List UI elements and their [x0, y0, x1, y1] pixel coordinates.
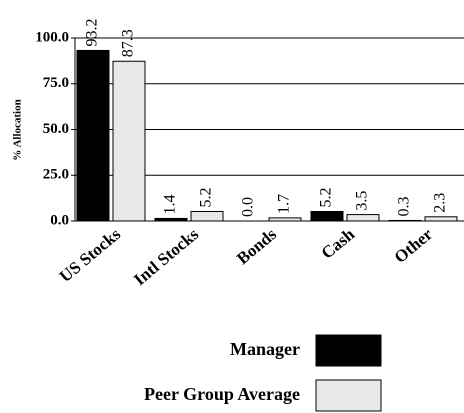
- value-label: 87.3: [120, 29, 137, 57]
- value-label: 5.2: [198, 187, 215, 207]
- legend-label: Peer Group Average: [144, 384, 300, 404]
- value-label: 93.2: [84, 18, 101, 46]
- value-label: 1.4: [162, 194, 179, 214]
- legend-swatch: [315, 334, 382, 367]
- x-tick-label: Intl Stocks: [130, 224, 202, 289]
- bar: [310, 210, 344, 222]
- y-tick-label: 0.0: [50, 212, 69, 228]
- y-tick-label: 25.0: [43, 167, 69, 183]
- value-label: 1.7: [276, 194, 293, 214]
- legend-swatch: [315, 379, 382, 412]
- value-label: 5.2: [318, 187, 335, 207]
- value-label: 0.3: [396, 196, 413, 216]
- bar: [346, 214, 380, 222]
- bar: [76, 49, 110, 222]
- bar: [424, 216, 458, 222]
- x-tick-label: Other: [391, 224, 437, 267]
- y-axis-label: % Allocation: [12, 99, 24, 160]
- x-tick-label: US Stocks: [56, 224, 125, 286]
- y-tick-label: 100.0: [35, 29, 69, 45]
- y-tick-label: 75.0: [43, 75, 69, 91]
- y-tick-label: 50.0: [43, 121, 69, 137]
- value-label: 2.3: [432, 193, 449, 213]
- bar: [190, 210, 224, 222]
- x-tick-label: Cash: [318, 224, 359, 263]
- legend-label: Manager: [230, 339, 300, 359]
- value-label: 0.0: [240, 197, 257, 217]
- value-label: 3.5: [354, 191, 371, 211]
- bar: [112, 60, 146, 222]
- x-tick-label: Bonds: [233, 224, 280, 268]
